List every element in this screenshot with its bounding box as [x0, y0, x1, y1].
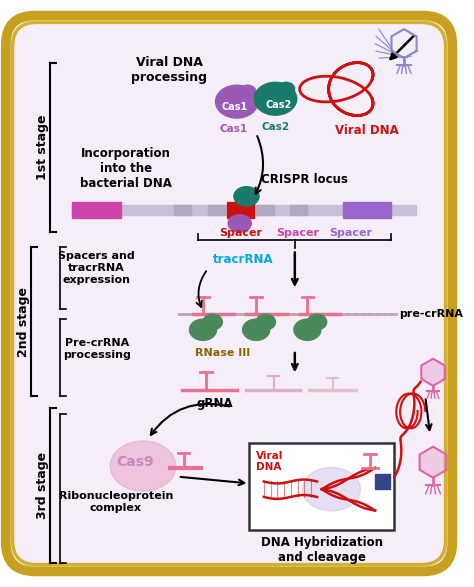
Ellipse shape	[228, 215, 251, 232]
Text: 2nd stage: 2nd stage	[17, 286, 30, 356]
Text: Incorporation
into the
bacterial DNA: Incorporation into the bacterial DNA	[80, 147, 172, 190]
Ellipse shape	[190, 319, 217, 340]
Ellipse shape	[302, 467, 361, 511]
Bar	[290, 205, 307, 215]
Text: Pre-crRNA
processing: Pre-crRNA processing	[63, 339, 131, 360]
Text: Spacers and
tracrRNA
expression: Spacers and tracrRNA expression	[58, 251, 135, 285]
Polygon shape	[421, 359, 445, 386]
Ellipse shape	[254, 82, 297, 115]
Ellipse shape	[256, 314, 275, 330]
Bar	[73, 202, 121, 218]
Text: gRNA: gRNA	[196, 397, 233, 410]
Text: CRISPR locus: CRISPR locus	[261, 173, 348, 185]
Text: Spacer: Spacer	[276, 228, 319, 238]
Bar	[375, 474, 391, 489]
Text: tracrRNA: tracrRNA	[213, 254, 273, 266]
Text: 1st stage: 1st stage	[36, 115, 49, 180]
FancyBboxPatch shape	[6, 16, 452, 571]
Ellipse shape	[234, 187, 259, 206]
Polygon shape	[419, 447, 447, 478]
Bar	[249, 443, 394, 530]
Text: Viral DNA
processing: Viral DNA processing	[131, 56, 207, 84]
Ellipse shape	[216, 85, 258, 118]
Bar	[343, 202, 392, 218]
Text: Cas9: Cas9	[117, 455, 154, 469]
Ellipse shape	[239, 85, 256, 99]
Text: RNase III: RNase III	[195, 348, 250, 358]
Ellipse shape	[110, 441, 176, 491]
Text: pre-crRNA: pre-crRNA	[399, 309, 463, 319]
Text: DNA Hybridization
and cleavage: DNA Hybridization and cleavage	[261, 535, 383, 564]
Text: Ribonucleoprotein
complex: Ribonucleoprotein complex	[59, 491, 173, 513]
Text: Viral
DNA: Viral DNA	[256, 451, 283, 472]
Bar	[208, 205, 225, 215]
Ellipse shape	[294, 319, 321, 340]
Text: Cas1: Cas1	[222, 103, 248, 113]
Bar	[73, 205, 416, 215]
Ellipse shape	[278, 82, 295, 96]
Text: 3rd stage: 3rd stage	[36, 452, 49, 519]
Text: Spacer: Spacer	[219, 228, 262, 238]
Ellipse shape	[243, 319, 270, 340]
Bar	[174, 205, 191, 215]
Ellipse shape	[307, 314, 327, 330]
Bar	[227, 202, 254, 218]
Text: Cas1: Cas1	[220, 124, 248, 134]
Bar	[256, 205, 273, 215]
Text: Cas2: Cas2	[261, 122, 290, 132]
Text: Spacer: Spacer	[329, 228, 373, 238]
Text: Cas2: Cas2	[265, 100, 292, 110]
Ellipse shape	[203, 314, 222, 330]
Text: Viral DNA: Viral DNA	[336, 124, 399, 137]
